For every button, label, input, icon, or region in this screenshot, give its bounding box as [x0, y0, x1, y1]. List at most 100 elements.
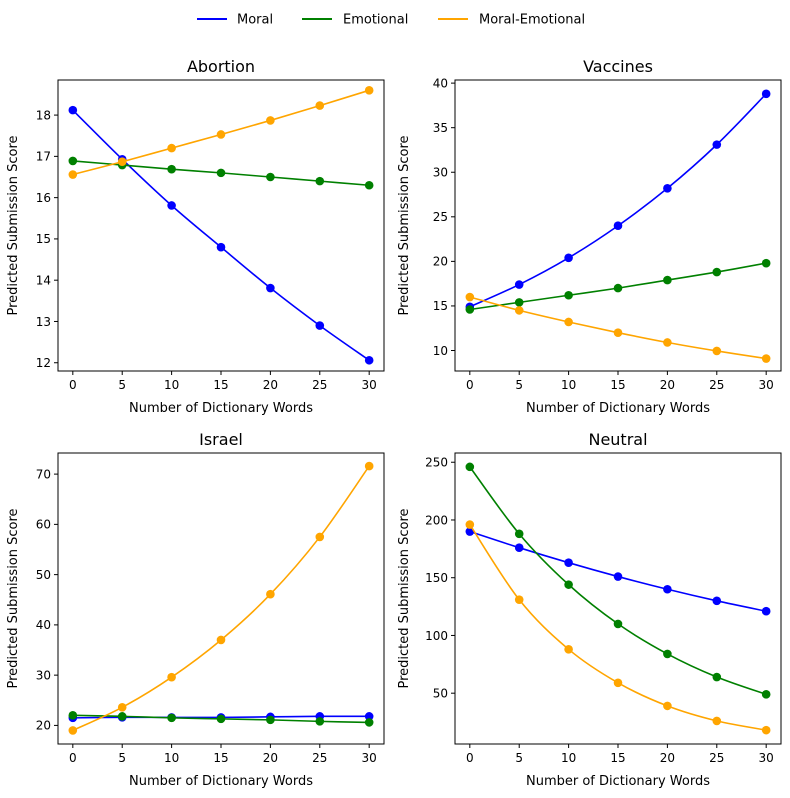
x-tick-label: 10 — [561, 751, 576, 765]
data-point-emotional — [216, 168, 226, 178]
x-tick-label: 5 — [515, 378, 523, 392]
data-point-moral — [761, 89, 771, 99]
x-tick-label: 10 — [164, 751, 179, 765]
panel-abortion: Abortion 0 5 10 15 20 25 30 12 13 14 15 16 17 18 Number… — [6, 57, 385, 416]
panel-title: Israel — [199, 430, 243, 449]
data-point-moral — [712, 596, 722, 606]
series-line-moral-emotional — [72, 465, 370, 732]
data-point-emotional — [514, 298, 524, 307]
data-point-moral — [315, 321, 325, 330]
chart-panels: Abortion 0 5 10 15 20 25 30 12 13 14 15 16 17 18 Number… — [6, 57, 782, 789]
y-tick-label: 50 — [36, 568, 51, 582]
x-tick-label: 20 — [263, 751, 278, 765]
legend-label: Moral-Emotional — [479, 13, 585, 28]
data-point-moral-emotional — [663, 338, 672, 347]
data-point-emotional — [613, 619, 623, 629]
y-tick-label: 50 — [433, 686, 448, 700]
y-tick-label: 17 — [36, 150, 51, 164]
panel-title: Neutral — [588, 430, 647, 449]
x-tick-label: 25 — [709, 751, 724, 765]
y-axis-label: Predicted Submission Score — [397, 508, 412, 688]
x-tick-label: 30 — [759, 378, 774, 392]
data-point-moral — [712, 140, 722, 149]
series-moral — [68, 105, 374, 365]
series-moral — [465, 89, 771, 312]
data-point-emotional — [613, 283, 623, 293]
series-moral — [465, 527, 771, 616]
data-point-moral — [613, 572, 623, 581]
x-axis-label: Number of Dictionary Words — [129, 774, 313, 789]
data-point-moral-emotional — [712, 716, 722, 726]
data-point-moral-emotional — [364, 461, 374, 471]
x-tick-label: 0 — [69, 751, 77, 765]
data-point-emotional — [465, 305, 475, 314]
plot-frame — [454, 452, 782, 745]
data-point-moral-emotional — [117, 703, 127, 712]
x-tick-label: 30 — [759, 751, 774, 765]
series-emotional — [465, 462, 771, 699]
data-point-emotional — [266, 715, 275, 725]
data-point-emotional — [167, 713, 176, 723]
data-point-moral-emotional — [68, 170, 78, 179]
data-point-moral-emotional — [514, 595, 524, 604]
x-tick-label: 30 — [362, 378, 377, 392]
x-tick-label: 0 — [466, 751, 474, 765]
plot-frame — [57, 79, 385, 372]
x-tick-label: 15 — [610, 751, 625, 765]
data-point-moral-emotional — [315, 532, 325, 542]
y-tick-label: 60 — [36, 518, 51, 532]
legend-entry-emotional: Emotional — [302, 13, 408, 28]
data-point-moral-emotional — [266, 589, 275, 599]
data-point-emotional — [216, 714, 226, 724]
series-emotional — [68, 711, 374, 727]
x-tick-label: 25 — [312, 378, 327, 392]
data-point-emotional — [712, 672, 722, 682]
x-axis-label: Number of Dictionary Words — [129, 401, 313, 416]
data-point-moral-emotional — [117, 157, 127, 167]
data-point-emotional — [465, 462, 475, 472]
data-point-moral-emotional — [465, 292, 475, 302]
x-axis-label: Number of Dictionary Words — [526, 401, 710, 416]
y-tick-label: 10 — [433, 344, 448, 358]
plot-frame — [57, 452, 385, 745]
data-point-emotional — [712, 267, 722, 277]
data-point-moral-emotional — [68, 726, 78, 735]
y-tick-label: 14 — [36, 273, 51, 287]
y-tick-label: 18 — [36, 108, 51, 122]
data-point-moral — [167, 201, 176, 210]
plot-frame — [454, 79, 782, 372]
panel-title: Abortion — [187, 57, 255, 76]
legend: Moral Emotional Moral-Emotional — [197, 13, 585, 28]
data-point-moral — [364, 355, 374, 365]
data-point-moral-emotional — [216, 635, 226, 645]
y-tick-label: 250 — [425, 456, 448, 470]
data-point-moral-emotional — [514, 306, 524, 315]
data-point-emotional — [266, 172, 275, 182]
data-point-moral — [216, 242, 226, 252]
data-point-moral — [364, 712, 374, 721]
data-point-moral-emotional — [216, 130, 226, 139]
y-tick-label: 35 — [433, 121, 448, 135]
series-emotional — [465, 258, 771, 314]
series-line-moral — [72, 109, 370, 361]
data-point-moral — [761, 606, 771, 616]
series-line-moral — [469, 530, 767, 612]
x-tick-label: 10 — [561, 378, 576, 392]
data-point-moral — [663, 183, 672, 193]
data-point-moral-emotional — [712, 346, 722, 356]
y-tick-label: 40 — [433, 76, 448, 90]
x-tick-label: 15 — [213, 378, 228, 392]
panel-title: Vaccines — [583, 57, 653, 76]
data-point-moral — [514, 543, 524, 552]
y-tick-label: 20 — [433, 255, 448, 269]
data-point-moral — [514, 280, 524, 289]
data-point-emotional — [514, 529, 524, 539]
x-tick-label: 25 — [312, 751, 327, 765]
data-point-emotional — [68, 156, 78, 166]
series-line-moral-emotional — [469, 296, 767, 360]
legend-entry-moral-emotional: Moral-Emotional — [438, 13, 585, 28]
data-point-emotional — [364, 180, 374, 190]
x-tick-label: 30 — [362, 751, 377, 765]
data-point-moral-emotional — [167, 672, 176, 682]
data-point-moral-emotional — [364, 86, 374, 95]
